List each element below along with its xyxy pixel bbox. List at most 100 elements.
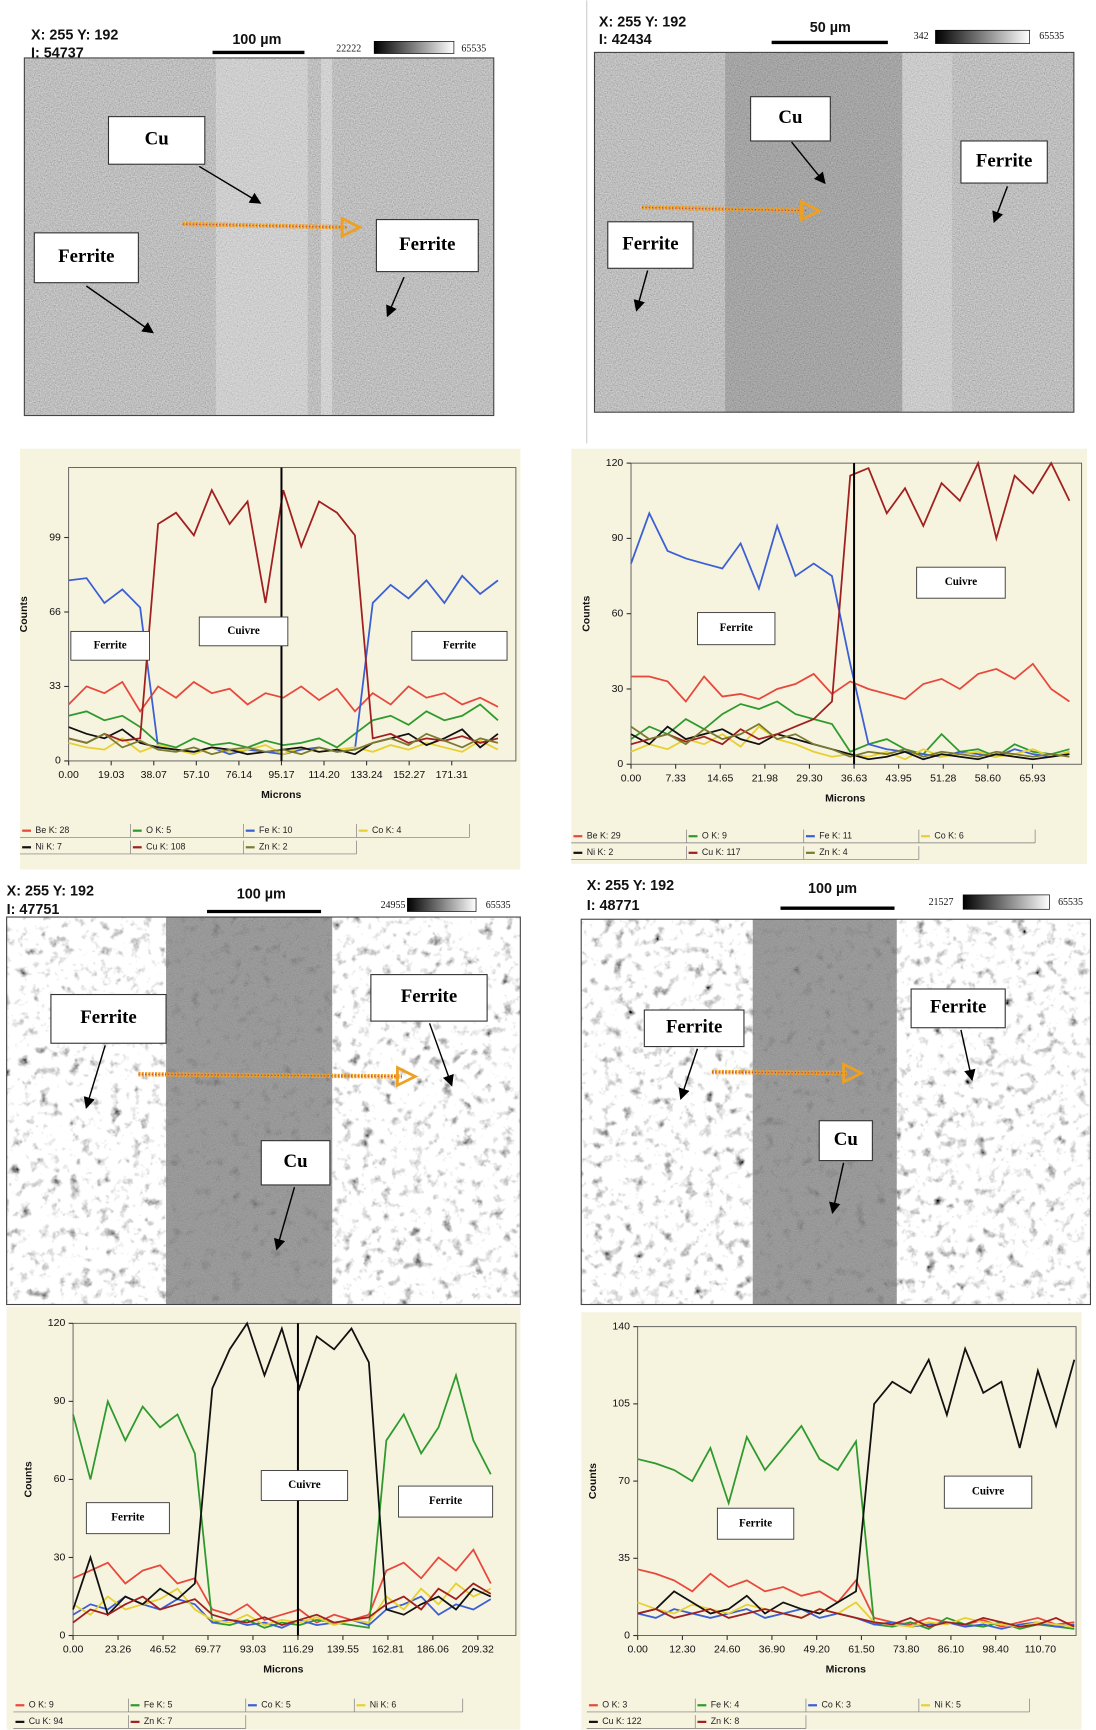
x-tick-label: 23.26	[105, 1644, 131, 1656]
y-tick-label: 35	[618, 1552, 630, 1564]
series-line	[637, 1345, 1076, 1615]
series-line	[68, 732, 499, 756]
series-line	[68, 488, 499, 744]
annotation-box	[70, 630, 150, 661]
y-tick-label: 99	[49, 531, 61, 543]
x-tick-label: 69.77	[195, 1644, 221, 1656]
legend-label: Co K: 4	[372, 825, 402, 835]
legend-label: Fe K: 4	[711, 1700, 740, 1710]
label-box	[960, 140, 1048, 184]
annotation-box	[697, 612, 776, 646]
sem-frame	[6, 916, 521, 1306]
x-axis-label: Microns	[825, 792, 865, 804]
phase-label: Cu	[284, 1151, 308, 1172]
x-tick-label: 209.32	[462, 1644, 494, 1656]
legend-label: Ni K: 6	[370, 1700, 397, 1710]
scan-arrowhead	[842, 1062, 865, 1085]
x-axis-label: Microns	[826, 1664, 866, 1676]
legend-label: Zn K: 7	[144, 1716, 173, 1726]
phase-label: Ferrite	[399, 234, 455, 255]
x-tick-label: 7.33	[665, 772, 686, 784]
sem-frame	[23, 57, 495, 417]
range-max: 65535	[1058, 897, 1083, 908]
x-tick-label: 29.30	[796, 772, 822, 784]
x-tick-label: 24.60	[714, 1644, 740, 1656]
series-line	[72, 1321, 492, 1617]
label-box	[643, 1009, 745, 1048]
y-tick-label: 120	[48, 1317, 66, 1329]
x-tick-label: 95.17	[268, 769, 294, 781]
y-tick-label: 33	[49, 680, 61, 692]
intensity: I: 42434	[599, 32, 652, 48]
sem-frame	[593, 51, 1075, 413]
legend-label: Co K: 6	[934, 831, 964, 841]
scan-line-core	[138, 1073, 402, 1078]
legend-label: Ni K: 2	[587, 847, 614, 857]
series-line	[72, 1582, 492, 1627]
y-tick-label: 30	[612, 683, 624, 695]
legend-label: O K: 9	[29, 1700, 54, 1710]
label-arrow	[428, 1023, 454, 1087]
series-line	[631, 662, 1070, 703]
coords: X: 255 Y: 192	[587, 878, 674, 894]
legend-label: Cu K: 117	[702, 847, 741, 857]
scale-label: 100 µm	[808, 881, 857, 897]
x-tick-label: 14.65	[707, 772, 733, 784]
phase-label: Ferrite	[80, 1007, 136, 1028]
x-tick-label: 51.28	[930, 772, 956, 784]
y-tick-label: 30	[54, 1551, 66, 1563]
label-box	[370, 974, 488, 1022]
sem-frame	[580, 918, 1092, 1306]
label-box	[33, 232, 139, 284]
label-arrow	[85, 285, 154, 334]
x-tick-label: 0.00	[627, 1644, 648, 1656]
label-box	[107, 116, 206, 165]
series-line	[68, 680, 499, 713]
y-tick-label: 0	[55, 755, 61, 767]
range-min: 342	[914, 31, 929, 42]
y-axis-label: Counts	[581, 595, 593, 631]
x-axis-label: Microns	[263, 1664, 303, 1676]
annotation-box	[260, 1470, 349, 1501]
scan-arrowhead	[396, 1065, 419, 1088]
series-line	[637, 1568, 1075, 1628]
label-arrow	[790, 141, 826, 185]
legend-label: Zn K: 8	[711, 1716, 740, 1726]
plot-area	[68, 467, 517, 762]
y-axis-label: Counts	[587, 1463, 599, 1499]
lines	[68, 488, 499, 756]
phase-label: Ferrite	[976, 150, 1032, 171]
y-tick-label: 0	[624, 1629, 630, 1641]
scan-arrowhead	[340, 216, 363, 239]
range-max: 65535	[1039, 31, 1064, 42]
x-tick-label: 0.00	[63, 1644, 84, 1656]
legend-label: Cu K: 94	[29, 1716, 63, 1726]
label-box	[50, 993, 167, 1044]
legend-label: Fe K: 11	[819, 831, 852, 841]
coords: X: 255 Y: 192	[31, 28, 118, 44]
annotation: Cuivre	[227, 625, 259, 637]
legend-label: Co K: 5	[261, 1700, 291, 1710]
legend-label: Cu K: 108	[146, 842, 185, 852]
scan-line-core	[642, 206, 806, 212]
gray-scale	[935, 29, 1030, 44]
x-tick-label: 46.52	[150, 1644, 176, 1656]
legend-label: Co K: 3	[821, 1700, 851, 1710]
legend-label: O K: 5	[146, 825, 171, 835]
annotation: Cuivre	[945, 576, 977, 588]
x-tick-label: 186.06	[417, 1644, 449, 1656]
x-tick-label: 133.24	[351, 769, 383, 781]
annotation: Cuivre	[288, 1479, 320, 1491]
sem-band-texture	[752, 919, 897, 1305]
annotation: Ferrite	[739, 1517, 772, 1529]
range-min: 24955	[381, 900, 406, 911]
phase-label: Cu	[778, 107, 802, 128]
x-tick-label: 43.95	[885, 772, 911, 784]
y-tick-label: 90	[612, 532, 624, 544]
legend-label: Be K: 29	[587, 831, 621, 841]
scale-label: 100 µm	[232, 32, 281, 48]
x-tick-label: 36.90	[759, 1644, 785, 1656]
phase-label: Ferrite	[622, 233, 678, 254]
legend-label: Ni K: 5	[934, 1700, 961, 1710]
